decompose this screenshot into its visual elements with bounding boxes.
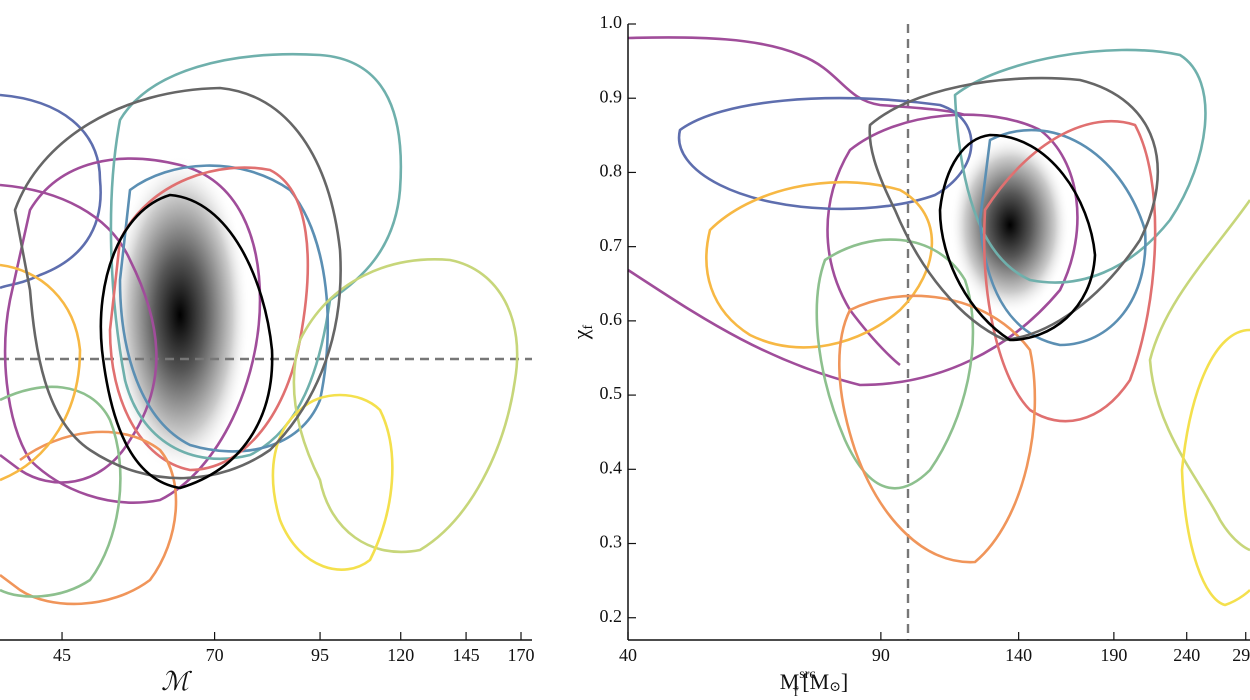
contour: [627, 113, 1079, 387]
y-tick-label: 0.7: [600, 235, 623, 255]
x-axis-label: Msrc f [M⊙]: [780, 667, 849, 700]
x-tick-label: 240: [1173, 645, 1200, 665]
y-tick-label: 0.6: [600, 309, 623, 329]
label-part: ]: [841, 669, 848, 694]
contour: [1148, 199, 1250, 552]
contour: [0, 263, 82, 482]
density: [950, 135, 1070, 315]
x-tick-label: 190: [1100, 645, 1127, 665]
label-part: χ: [568, 329, 593, 340]
x-tick-label: 70: [206, 645, 224, 665]
contour: [0, 183, 158, 484]
x-tick-label: 45: [53, 645, 71, 665]
label-part: src: [799, 667, 815, 682]
label-part: f: [794, 685, 799, 700]
right-panel: 40 90 140 190 240 290 0.2 0.3 0.4 0.5 0.6 0.7 0.8 0.9…: [568, 12, 1250, 700]
contour: [118, 164, 330, 453]
left-panel: 45 70 95 120 145 170 ℳ: [0, 53, 535, 696]
contour: [1180, 328, 1250, 607]
contour: [982, 120, 1157, 423]
label-part: ⊙: [829, 680, 841, 695]
y-tick-label: 0.5: [600, 383, 623, 403]
contour: [938, 133, 1097, 342]
contour: [953, 48, 1207, 284]
contour: [271, 393, 394, 571]
label-part: M: [780, 669, 800, 694]
contour: [13, 86, 342, 480]
contour: [677, 96, 973, 211]
contour: [705, 180, 934, 349]
y-axis-label: χf: [568, 324, 596, 340]
y-tick-label: 0.4: [600, 457, 623, 477]
y-tick-label: 0.8: [600, 161, 623, 181]
x-axis-label: ℳ: [161, 667, 192, 696]
label-part: f: [581, 324, 596, 329]
contour: [815, 238, 975, 490]
contour: [3, 157, 262, 504]
y-tick-label: 0.9: [600, 86, 623, 106]
x-tick-label: 95: [311, 645, 329, 665]
contour: [0, 93, 102, 290]
contour: [292, 258, 519, 554]
contour: [627, 36, 966, 117]
contour: [0, 385, 122, 598]
label-part: [M: [802, 669, 829, 694]
x-tick-label: 90: [872, 645, 890, 665]
contour: [99, 193, 274, 490]
contour: [0, 430, 178, 606]
x-tick-label: 40: [619, 645, 637, 665]
contour: [978, 128, 1147, 347]
x-tick-label: 140: [1005, 645, 1032, 665]
x-tick-label: 290: [1232, 645, 1250, 665]
x-tick-label: 120: [387, 645, 414, 665]
x-tick-label: 170: [508, 645, 535, 665]
y-tick-label: 0.3: [600, 532, 623, 552]
y-tick-label: 1.0: [600, 12, 623, 32]
y-tick-label: 0.2: [600, 606, 623, 626]
x-tick-label: 145: [453, 645, 480, 665]
contour: [868, 76, 1160, 342]
density: [110, 155, 250, 475]
